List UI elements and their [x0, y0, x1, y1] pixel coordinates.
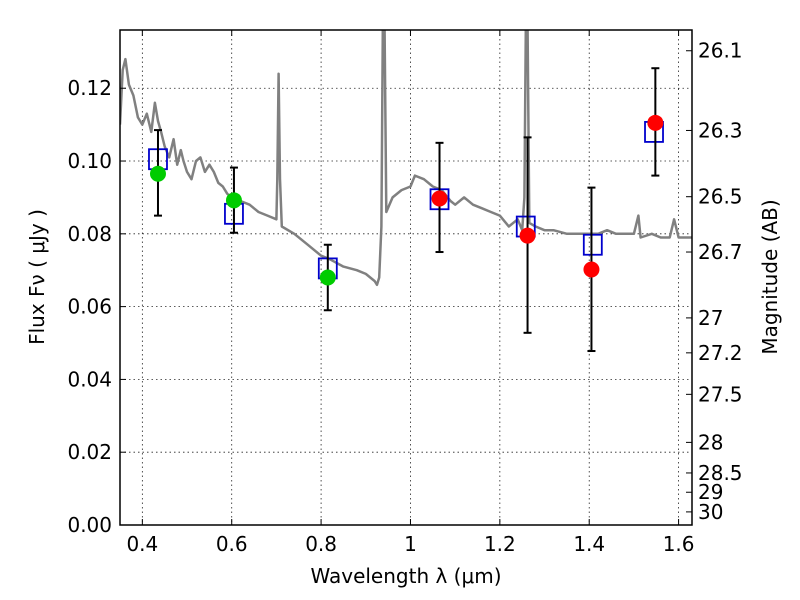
mag-tick-label: 26.1 [698, 39, 743, 63]
y-axis-title: Flux Fν ( μJy ) [25, 209, 49, 345]
spectrum-line [120, 30, 692, 287]
mag-tick-label: 27 [698, 306, 723, 330]
mag-tick-label: 28 [698, 430, 723, 454]
grid [120, 30, 692, 526]
x-tick-label: 0.6 [216, 532, 248, 556]
y-tick-label: 0.02 [67, 440, 112, 464]
mag-tick-label: 28.5 [698, 461, 743, 485]
x-tick-label: 1.6 [663, 532, 695, 556]
y-tick-label: 0.04 [67, 367, 112, 391]
y-tick-label: 0.08 [67, 222, 112, 246]
x-tick-label: 1.4 [573, 532, 605, 556]
x-axis-title: Wavelength λ (μm) [310, 564, 501, 588]
mag-tick-label: 29 [698, 480, 723, 504]
data-point [519, 227, 536, 244]
mag-tick-label: 26.3 [698, 118, 743, 142]
data-point [647, 114, 664, 131]
right-y-axis-title: Magnitude (AB) [758, 199, 782, 354]
data-point [319, 269, 336, 286]
x-tick-label: 1.2 [484, 532, 516, 556]
y-tick-label: 0.12 [67, 76, 112, 100]
mag-tick-label: 30 [698, 500, 723, 524]
ticks: 0.4 0.6 0.8 1 1.2 1.4 1.6 0.00 0.02 0.04 0.06 0.08 0… [67, 30, 743, 556]
mag-tick-label: 27.5 [698, 382, 743, 406]
data-point [225, 192, 242, 209]
mag-tick-label: 27.2 [698, 341, 743, 365]
plot-area [120, 30, 692, 353]
y-tick-label: 0.00 [67, 513, 112, 537]
y-tick-label: 0.10 [67, 149, 112, 173]
model-square-marker [582, 233, 603, 256]
x-tick-label: 1 [404, 532, 417, 556]
axes-frame [119, 29, 693, 526]
x-tick-label: 0.4 [126, 532, 158, 556]
data-point [149, 165, 166, 182]
y-tick-label: 0.06 [67, 295, 112, 319]
mag-tick-label: 26.7 [698, 240, 743, 264]
x-tick-label: 0.8 [305, 532, 337, 556]
data-point [583, 261, 600, 278]
data-point [431, 190, 448, 207]
mag-tick-label: 26.5 [698, 185, 743, 209]
